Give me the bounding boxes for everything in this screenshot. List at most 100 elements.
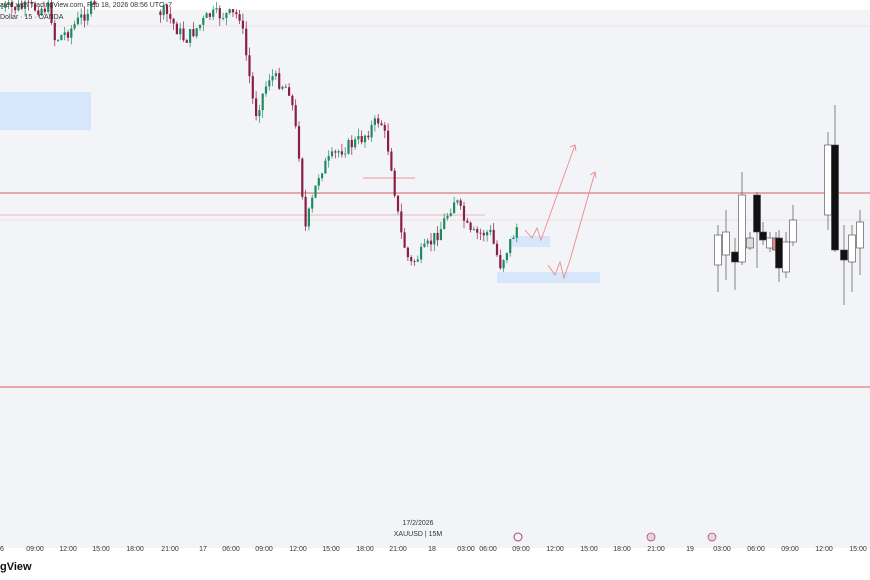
candle-body	[245, 28, 248, 56]
candle-body	[466, 220, 469, 223]
candle-body	[482, 232, 485, 236]
candle-body	[436, 232, 439, 241]
candle-body	[354, 139, 357, 148]
candle-body	[383, 125, 386, 131]
candle-body	[512, 237, 515, 240]
candle-body	[782, 241, 790, 273]
candle-body	[456, 200, 459, 203]
candle-body	[502, 260, 505, 269]
candle-body	[70, 28, 73, 38]
candle-body	[400, 211, 403, 233]
candle-body	[380, 123, 383, 126]
candle-body	[179, 28, 182, 35]
x-tick-label: 03:00	[457, 546, 475, 553]
candle-body	[255, 98, 258, 117]
candle-body	[159, 11, 162, 16]
candle-body	[258, 110, 261, 117]
candle-body	[264, 86, 268, 94]
candle-body	[281, 86, 284, 89]
candle-body	[459, 200, 462, 206]
candle-body	[208, 13, 211, 17]
candle-body	[271, 76, 274, 81]
candle-body	[714, 234, 722, 266]
chart-area	[0, 0, 870, 548]
x-tick-label: 19	[686, 546, 694, 553]
candle-body	[192, 29, 195, 37]
candle-body	[24, 1, 27, 9]
candle-body	[775, 237, 783, 269]
candle-body	[370, 124, 373, 138]
x-tick-label: 09:00	[255, 546, 273, 553]
center-date: 17/2/2026	[402, 520, 433, 527]
x-tick-label: 06:00	[747, 546, 765, 553]
header-created: ated with TradingView.com, Feb 18, 2026 …	[0, 2, 172, 9]
candle-body	[472, 228, 475, 230]
candle-body	[14, 6, 17, 11]
candle-body	[840, 249, 848, 261]
x-tick-label: 06:00	[479, 546, 497, 553]
candle-body	[403, 232, 406, 248]
event-icon	[707, 532, 717, 542]
candle-body	[746, 237, 754, 249]
candle-body	[357, 136, 360, 140]
candle-body	[416, 259, 419, 262]
candle-body	[317, 178, 320, 186]
zone-box	[510, 236, 550, 247]
candle-body	[731, 251, 739, 263]
candle-body	[215, 8, 218, 10]
candle-body	[17, 4, 20, 11]
candle-body	[212, 9, 215, 17]
candle-body	[446, 215, 449, 219]
x-tick-label: 15:00	[849, 546, 867, 553]
x-tick-label: 12:00	[815, 546, 833, 553]
candle-body	[182, 28, 185, 41]
candle-body	[492, 229, 495, 244]
candle-body	[476, 228, 479, 233]
candle-body	[90, 1, 93, 14]
candle-body	[222, 18, 225, 19]
candle-body	[278, 73, 281, 89]
candle-body	[231, 9, 235, 13]
candle-body	[377, 118, 380, 124]
candle-body	[722, 231, 730, 256]
candle-body	[486, 231, 489, 236]
candle-body	[297, 126, 301, 159]
arrow-head	[569, 144, 577, 152]
x-tick-label: 12:00	[59, 546, 77, 553]
candle-body	[248, 55, 251, 77]
candle-body	[337, 151, 340, 153]
x-tick-label: 21:00	[389, 546, 407, 553]
candle-body	[515, 227, 518, 238]
x-tick-label: 18:00	[613, 546, 631, 553]
candle-body	[4, 4, 7, 8]
candle-body	[350, 139, 353, 148]
x-tick-label: 15:00	[92, 546, 110, 553]
candle-body	[367, 135, 370, 138]
candle-body	[235, 12, 238, 15]
candle-body	[80, 14, 83, 18]
candle-body	[330, 151, 334, 157]
candle-body	[288, 87, 291, 96]
x-tick-label: 18:00	[356, 546, 374, 553]
projection-arrow	[524, 144, 576, 242]
x-tick-label: 21:00	[161, 546, 179, 553]
footer	[0, 548, 870, 580]
candle-body	[363, 135, 367, 143]
candle-body	[169, 13, 172, 19]
candle-body	[396, 195, 400, 212]
candle-body	[759, 231, 767, 241]
header-bar	[0, 0, 870, 10]
candle-body	[426, 240, 429, 244]
candle-body	[294, 105, 297, 127]
candle-body	[185, 40, 188, 43]
candle-body	[195, 28, 198, 37]
candle-body	[205, 13, 208, 18]
candle-body	[60, 35, 63, 41]
candle-body	[73, 24, 76, 29]
candle-body	[83, 14, 86, 21]
candle-body	[314, 185, 317, 198]
candle-body	[499, 255, 502, 269]
watermark: gView	[0, 561, 32, 573]
candle-body	[420, 246, 423, 260]
